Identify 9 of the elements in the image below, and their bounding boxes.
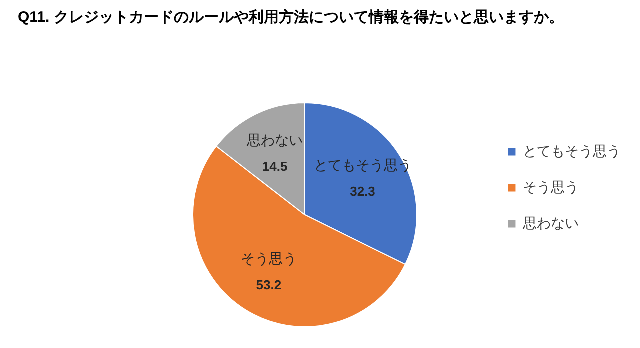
data-label: 32.3 — [350, 184, 376, 200]
chart-title: Q11. クレジットカードのルールや利用方法について情報を得たいと思いますか。 — [18, 8, 564, 26]
legend-label: とてもそう思う — [523, 143, 621, 159]
data-label: 14.5 — [262, 158, 288, 174]
slice-label: 思わない — [246, 132, 304, 148]
data-label: 53.2 — [256, 278, 282, 293]
legend-label: そう思う — [523, 179, 579, 195]
legend-label: 思わない — [522, 215, 579, 231]
slice-label: そう思う — [240, 250, 297, 267]
